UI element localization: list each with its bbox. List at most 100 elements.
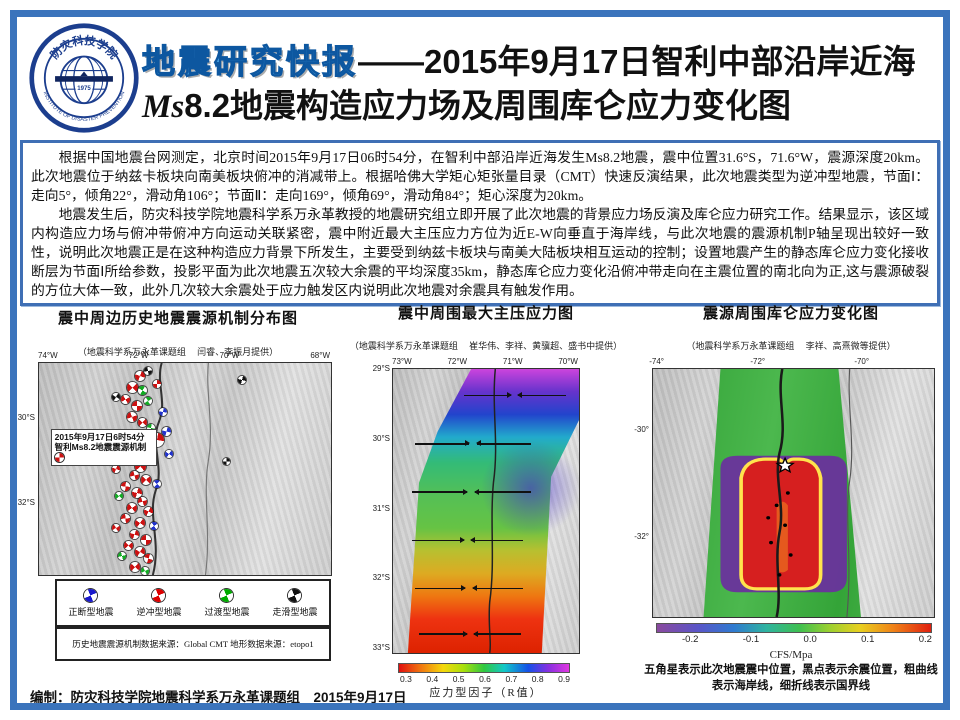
legend-label: 正断型地震 [68,606,114,617]
beachball-icon [82,586,100,604]
focal-mechanism-legend: 正断型地震 逆冲型地震 过渡型地震 走滑型地震 [55,579,331,627]
stress-arrow-row [415,585,524,591]
data-source-note: 历史地震震源机制数据来源：Global CMT 地形数据来源：etopo1 [55,627,331,661]
cfs-colorbar-ticks: -0.2 -0.1 0.0 0.1 0.2 [656,634,932,645]
stress-arrow-row [411,489,531,494]
stress-arrow-row [415,440,531,446]
tick-label: -70° [854,357,870,366]
compiled-by-credit: 编制：防灾科技学院地震科学系万永革课题组 2015年9月17日 [30,690,407,705]
tick-label: -32° [634,531,649,541]
epicenter-star-icon [775,456,795,474]
page-title: 地震研究快报——2015年9月17日智利中部沿岸近海 Ms8.2地震构造应力场及… [141,40,942,129]
beachball-marker [152,379,161,388]
panel3-credit: （地震科学系万永革课题组 李祥、高熹微等提供） [686,341,896,351]
aftershock-dot [769,540,773,545]
tick-label: 0.3 [400,674,412,684]
tick-label: 0.8 [531,674,544,684]
aftershock-dot [783,523,788,527]
panel2-credit: （地震科学系万永革课题组 崔华伟、李祥、黄骥超、盛书中提供） [349,341,623,351]
tick-label: 0.4 [426,674,439,684]
tick-label: 32°S [17,497,35,507]
r-value-colorbar [398,663,570,673]
panel3-title: 震源周围库仑应力变化图 [702,305,879,322]
legend-item: 正断型地震 [68,586,114,618]
focal-mechanism-map: 2015年9月17日6时54分智利Ms8.2地震震源机制 [38,362,332,576]
tick-label: 71°W [502,357,523,366]
stress-arrow-row [419,631,522,636]
beachball-marker [158,406,168,417]
map-symbols-note: 五角星表示此次地震震中位置，黑点表示余震位置，粗曲线表示海岸线，细折线表示国界线 [644,664,938,692]
tick-label: 68°W [310,351,330,360]
beachball-marker [120,481,131,492]
panel1-credit: （地震科学系万永革课题组 闫睿、李振月提供） [77,347,279,357]
cfs-colorbar-label: CFS/Mpa [769,649,813,661]
tick-label: -0.2 [682,634,699,645]
tick-label: 29°S [372,364,390,373]
tick-label: 31°S [372,503,390,513]
legend-label: 过渡型地震 [204,606,250,617]
cfs-colorbar [656,623,932,633]
mainshock-beachball-icon [54,452,64,462]
beachball-icon [286,586,304,604]
tick-label: 33°S [372,643,390,652]
tick-label: 72°W [128,351,149,360]
tick-label: 73°W [392,357,412,366]
stress-arrow-row [463,392,566,398]
panel1-lon-axis: 74°W 72°W 70°W 68°W [38,351,330,360]
tick-label: 32°S [372,573,390,583]
panel-focal-mechanisms: 震中周边历史地震震源机制分布图 （地震科学系万永革课题组 闫睿、李振月提供） 7… [18,300,334,661]
institute-seal-logo: 防灾科技学院 INSTITUTE OF DISASTER PREVENTION … [29,23,139,133]
tick-label: 30°S [372,433,390,443]
panel1-title: 震中周边历史地震震源机制分布图 [57,310,298,327]
beachball-marker [120,513,131,523]
title-ms: Ms [142,89,185,125]
r-value-colorbar-label: 应力型因子（R值） [429,687,543,699]
tick-label: 0.1 [861,634,875,645]
legend-label: 逆冲型地震 [136,606,182,617]
tick-label: 0.0 [803,634,817,645]
stress-overlay [393,369,579,653]
stress-field-map [392,368,580,654]
panel3-lat-axis: -30° -32° [624,368,650,616]
r-value-colorbar-ticks: 0.3 0.4 0.5 0.6 0.7 0.8 0.9 [398,674,572,684]
stress-arrow-row [411,537,524,543]
panel2-lat-axis: 29°S 30°S 31°S 32°S 33°S [364,364,390,652]
tick-label: 70°W [558,357,578,366]
panel2-lon-axis: 73°W 72°W 71°W 70°W [392,357,578,366]
svg-text:1975: 1975 [77,86,91,92]
aftershock-dot [766,516,771,520]
mainshock-annotation: 2015年9月17日6时54分智利Ms8.2地震震源机制 [50,428,157,467]
title-line1: ——2015年9月17日智利中部沿岸近海 [358,43,916,80]
aftershock-dot [785,491,790,495]
beachball-marker [141,534,152,545]
tick-label: 0.2 [918,634,932,645]
title-line2: 8.2地震构造应力场及周围库仑应力变化图 [184,87,792,124]
abstract-paragraph-1: 根据中国地震台网测定，北京时间2015年9月17日06时54分，在智利中部沿岸近… [31,150,929,203]
legend-item: 走滑型地震 [272,586,318,618]
tick-label: -74° [649,357,664,366]
tick-label: 0.6 [479,674,491,684]
abstract-paragraph-2: 地震发生后，防灾科技学院地震科学系万永革教授的地震研究组立即开展了此次地震的背景… [31,207,929,298]
beachball-marker [222,458,230,466]
coulomb-stress-map [652,368,935,618]
tick-label: -30° [634,425,649,435]
beachball-icon [150,586,168,604]
brand-title: 地震研究快报 [141,42,358,80]
legend-item: 过渡型地震 [204,586,250,618]
panel1-lat-axis: 30°S 32°S [17,362,36,574]
panel-coulomb-stress: 震源周围库仑应力变化图 （地震科学系万永革课题组 李祥、高熹微等提供） -74°… [634,300,940,692]
tick-label: 0.5 [452,674,465,684]
beachball-icon [218,586,236,604]
legend-item: 逆冲型地震 [136,586,182,618]
tick-label: 0.7 [505,674,518,684]
legend-label: 走滑型地震 [272,606,318,617]
tick-label: 70°W [219,351,240,360]
tick-label: 72°W [447,357,468,366]
tick-label: -0.1 [742,634,760,645]
tick-label: -72° [750,357,766,366]
tick-label: 74°W [38,351,58,360]
aftershock-dot [774,503,779,508]
tick-label: 0.9 [558,674,570,684]
tick-label: 30°S [17,412,35,422]
